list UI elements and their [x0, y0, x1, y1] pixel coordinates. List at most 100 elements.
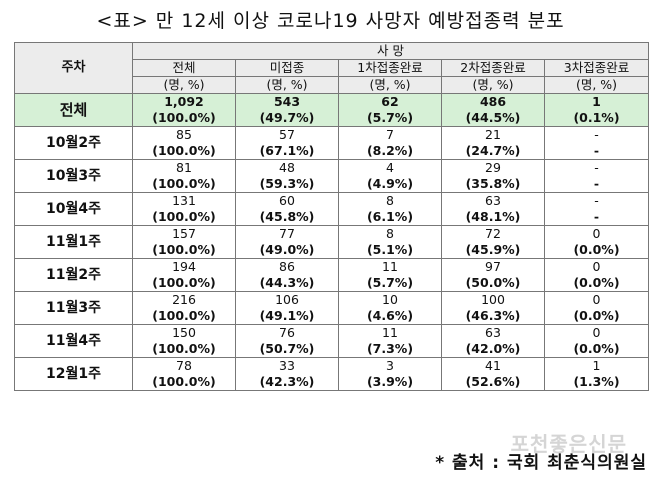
percent-cell: (100.0%)	[132, 110, 236, 127]
row-week-label: 11월2주	[14, 258, 133, 292]
count-cell: 543	[235, 93, 339, 110]
percent-cell: (44.3%)	[235, 275, 339, 292]
count-cell: 21	[441, 126, 545, 143]
percent-cell: (0.0%)	[543, 341, 650, 358]
count-cell: 62	[338, 93, 442, 110]
count-cell: 194	[132, 258, 236, 275]
percent-cell: (24.7%)	[441, 143, 545, 160]
table-row: 전체 1,092 543 62 486 1	[14, 93, 650, 127]
col-header-unvaccinated: 미접종	[235, 59, 339, 77]
table-row: 11월4주 150 76 11 63 0	[14, 324, 650, 358]
percent-cell: (49.1%)	[235, 308, 339, 325]
percent-cell: (50.7%)	[235, 341, 339, 358]
unit-label: (명, %)	[441, 76, 545, 94]
row-week-label: 10월2주	[14, 126, 133, 160]
percent-cell: (0.0%)	[543, 275, 650, 292]
table-row: 10월4주 131 60 8 63-	[14, 192, 650, 226]
count-cell: 0	[543, 258, 650, 275]
percent-cell: (6.1%)	[338, 209, 442, 226]
percent-cell: (50.0%)	[441, 275, 545, 292]
percent-cell: (100.0%)	[132, 374, 236, 391]
percent-cell: (100.0%)	[132, 275, 236, 292]
count-cell: 81	[132, 159, 236, 176]
row-week-label: 10월4주	[14, 192, 133, 226]
row-week-label: 12월1주	[14, 357, 133, 391]
percent-cell: (0.0%)	[543, 242, 650, 259]
count-cell: 63	[441, 192, 545, 209]
col-header-dose3: 3차접종완료	[543, 59, 650, 77]
percent-cell: (100.0%)	[132, 209, 236, 226]
count-cell: 72	[441, 225, 545, 242]
col-header-dose2: 2차접종완료	[441, 59, 545, 77]
table-row-percent: (100.0%) (42.3%) (3.9%) (52.6%) (1.3%)	[15, 374, 650, 391]
watermark-logo: 포천좋은신문	[510, 432, 627, 456]
percent-cell: (4.6%)	[338, 308, 442, 325]
table-row-percent: (100.0%) (50.7%) (7.3%) (42.0%) (0.0%)	[15, 341, 650, 358]
table-row: 10월3주 81 48 4 29-	[14, 159, 650, 193]
percent-cell: (100.0%)	[132, 143, 236, 160]
table-row: 10월2주 85 57 7 21-	[14, 126, 650, 160]
week-column-header: 주차	[14, 42, 133, 94]
percent-cell: -	[543, 143, 650, 160]
table-row: 11월3주 216 106 10 100 0	[14, 291, 650, 325]
count-cell: 60	[235, 192, 339, 209]
percent-cell: (0.1%)	[543, 110, 650, 127]
count-cell: 486	[441, 93, 545, 110]
row-week-label: 10월3주	[14, 159, 133, 193]
percent-cell: (8.2%)	[338, 143, 442, 160]
count-cell: 150	[132, 324, 236, 341]
percent-cell: (100.0%)	[132, 242, 236, 259]
percent-cell: (5.7%)	[338, 110, 442, 127]
percent-cell: (100.0%)	[132, 308, 236, 325]
percent-cell: (1.3%)	[543, 374, 650, 391]
table-row: 11월2주 194 86 11 97 0	[14, 258, 650, 292]
count-cell: 85	[132, 126, 236, 143]
count-cell: 3	[338, 357, 442, 374]
table-row-percent: (100.0%) (44.3%) (5.7%) (50.0%) (0.0%)	[15, 275, 650, 292]
count-cell: 8	[338, 192, 442, 209]
percent-cell: (35.8%)	[441, 176, 545, 193]
table-row-percent: (100.0%) (49.0%) (5.1%) (45.9%) (0.0%)	[15, 242, 650, 259]
count-cell: 1,092	[132, 93, 236, 110]
col-header-total: 전체	[132, 59, 236, 77]
count-cell: 77	[235, 225, 339, 242]
col-header-dose1: 1차접종완료	[338, 59, 442, 77]
percent-cell: (42.3%)	[235, 374, 339, 391]
count-cell: 8	[338, 225, 442, 242]
count-cell: 4	[338, 159, 442, 176]
percent-cell: (5.7%)	[338, 275, 442, 292]
count-cell: -	[543, 192, 650, 209]
count-cell: -	[543, 159, 650, 176]
row-week-label: 11월4주	[14, 324, 133, 358]
percent-cell: (48.1%)	[441, 209, 545, 226]
count-cell: 86	[235, 258, 339, 275]
percent-cell: (44.5%)	[441, 110, 545, 127]
row-week-label: 전체	[14, 93, 133, 127]
percent-cell: (49.0%)	[235, 242, 339, 259]
unit-label: (명, %)	[132, 76, 236, 94]
unit-label: (명, %)	[235, 76, 339, 94]
count-cell: 97	[441, 258, 545, 275]
count-cell: 7	[338, 126, 442, 143]
percent-cell: (59.3%)	[235, 176, 339, 193]
count-cell: 131	[132, 192, 236, 209]
percent-cell: (46.3%)	[441, 308, 545, 325]
percent-cell: -	[543, 176, 650, 193]
percent-cell: (52.6%)	[441, 374, 545, 391]
unit-label: (명, %)	[338, 76, 442, 94]
percent-cell: (49.7%)	[235, 110, 339, 127]
count-cell: 106	[235, 291, 339, 308]
count-cell: 78	[132, 357, 236, 374]
percent-cell: (7.3%)	[338, 341, 442, 358]
count-cell: 157	[132, 225, 236, 242]
count-cell: 100	[441, 291, 545, 308]
percent-cell: (67.1%)	[235, 143, 339, 160]
count-cell: 216	[132, 291, 236, 308]
death-group-header: 사 망	[131, 42, 650, 60]
count-cell: 1	[543, 357, 650, 374]
percent-cell: (45.9%)	[441, 242, 545, 259]
count-cell: 48	[235, 159, 339, 176]
count-cell: 63	[441, 324, 545, 341]
table-row: 11월1주 157 77 8 72 0	[14, 225, 650, 259]
percent-cell: (45.8%)	[235, 209, 339, 226]
